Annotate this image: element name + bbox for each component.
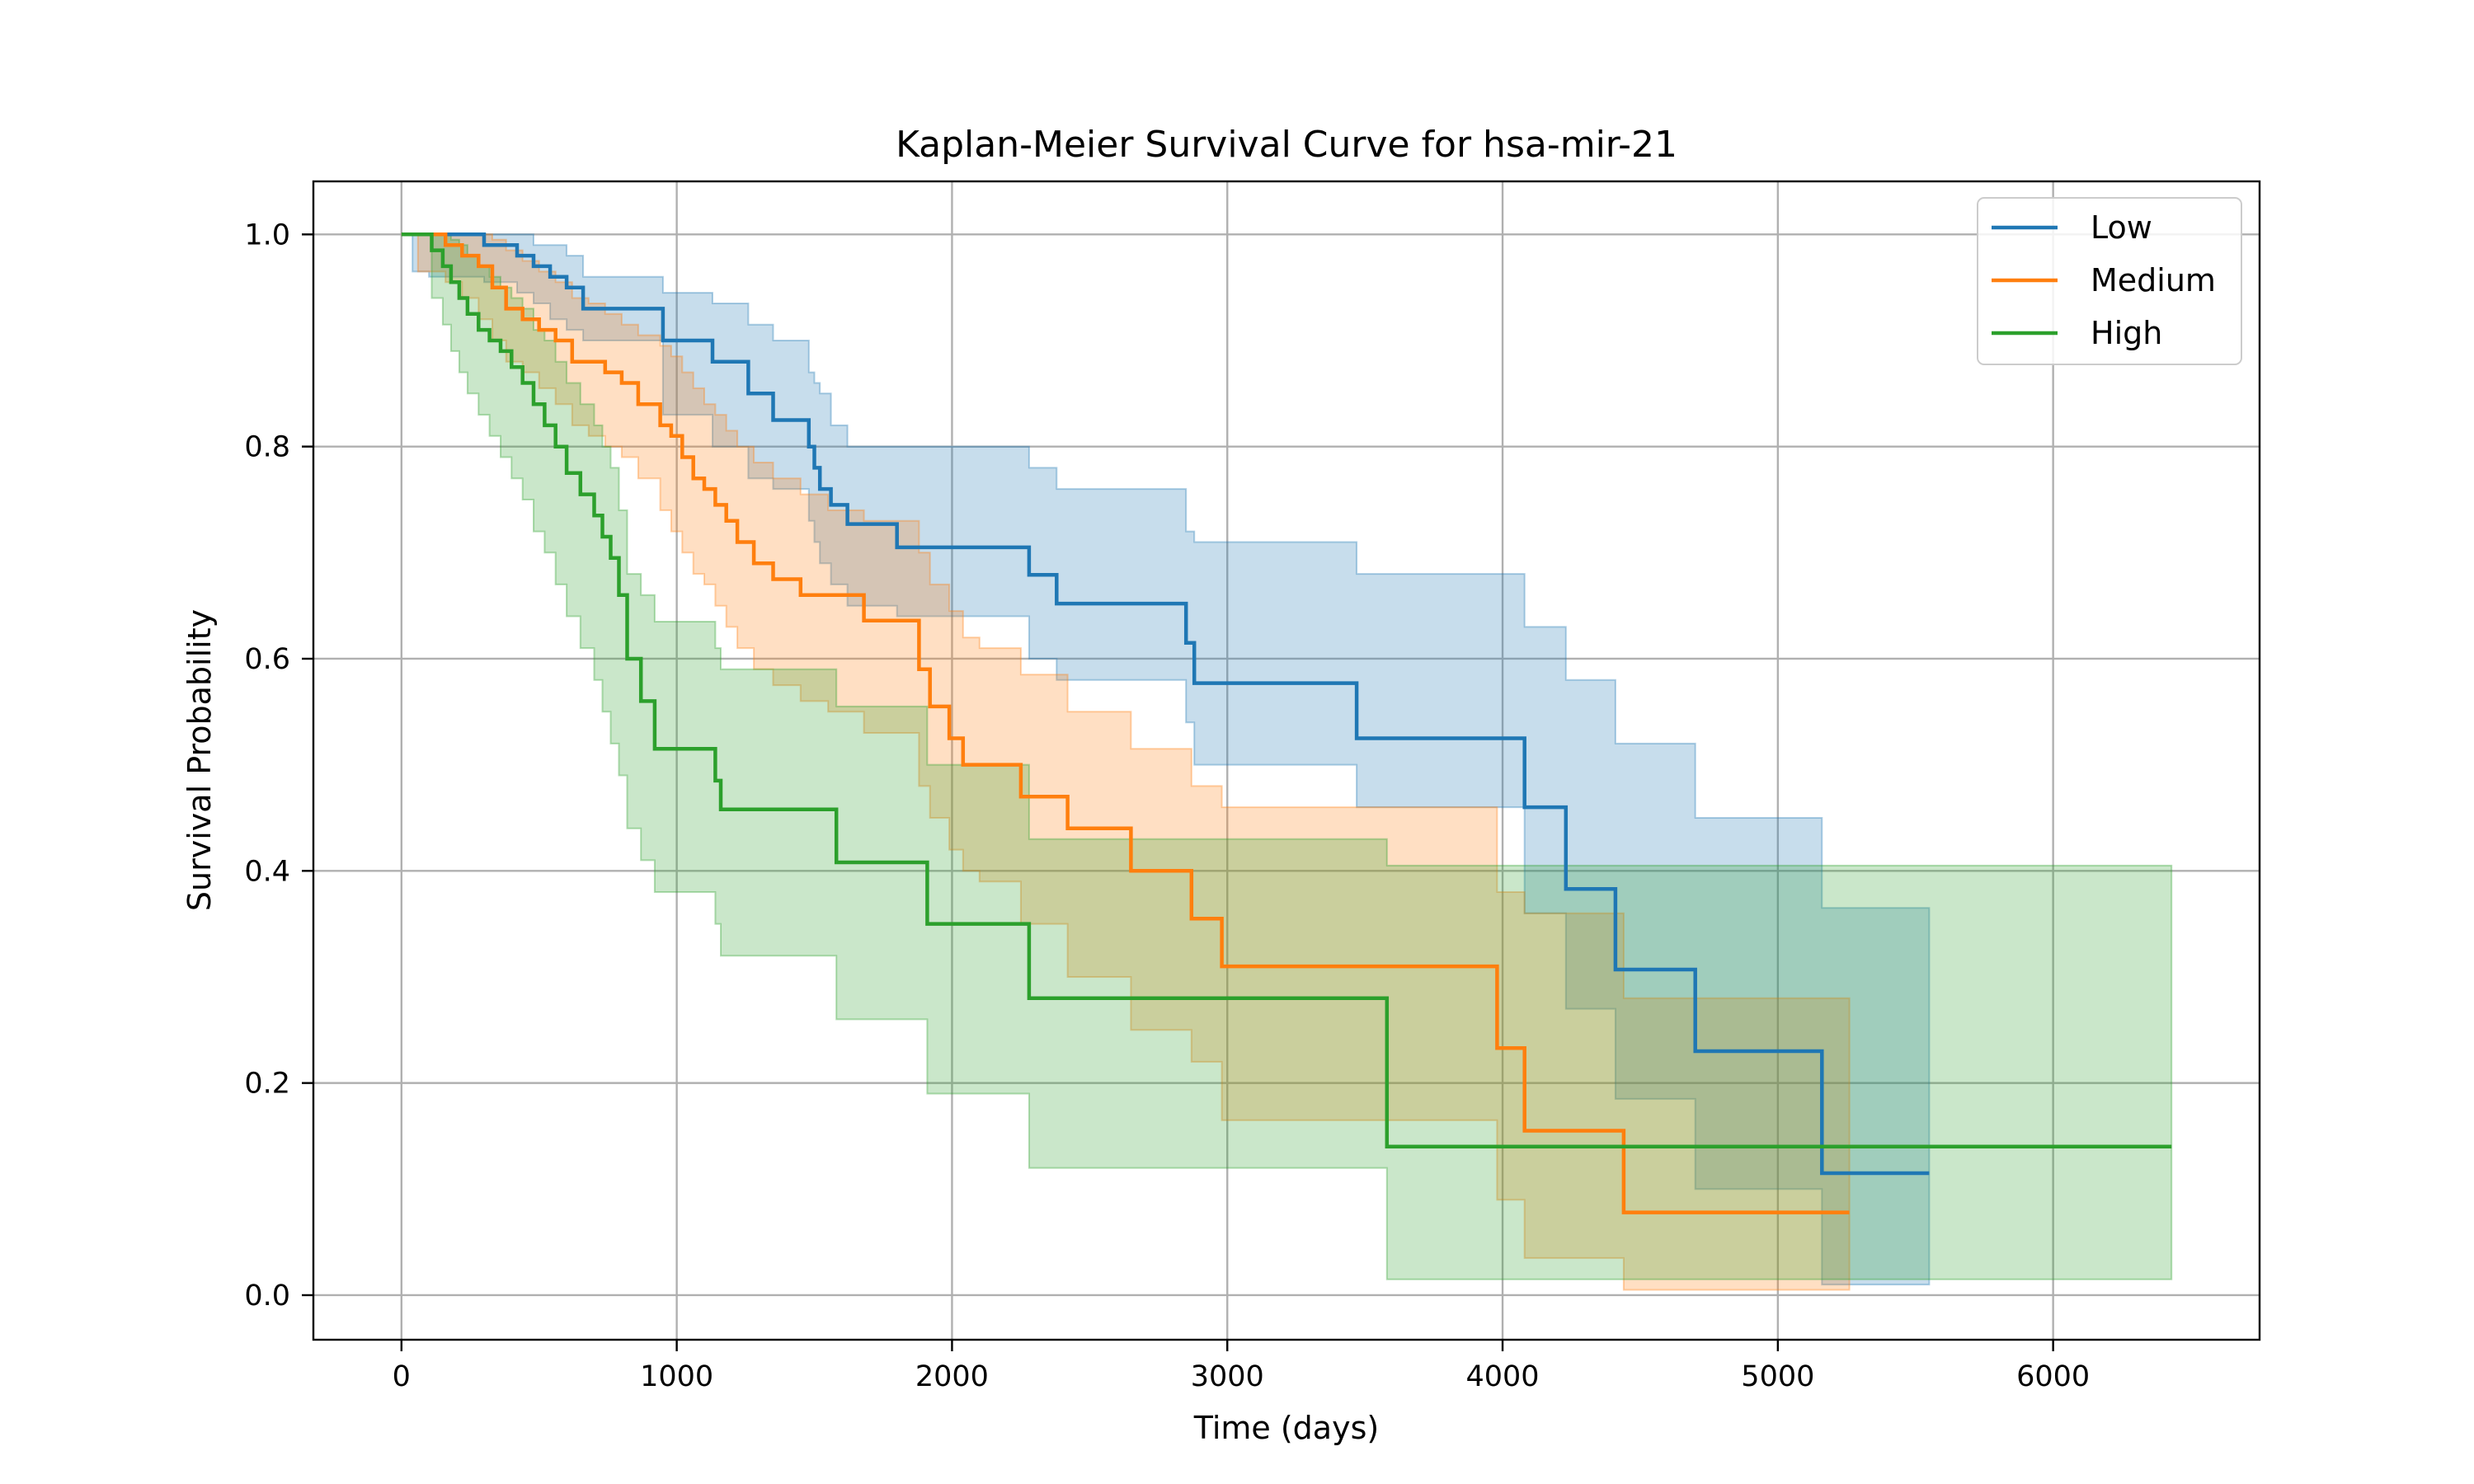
survival-line-medium xyxy=(401,232,1850,1214)
legend-label-high: High xyxy=(2091,315,2162,351)
survival-line-low xyxy=(401,232,1930,1176)
survival-lines xyxy=(401,232,2172,1214)
x-tick-label: 5000 xyxy=(1741,1360,1814,1393)
ci-band-low xyxy=(401,233,1931,1286)
confidence-bands xyxy=(401,233,2173,1291)
ci-band-high xyxy=(401,233,2173,1280)
legend-label-medium: Medium xyxy=(2091,262,2216,298)
grid xyxy=(313,181,2260,1340)
legend-label-low: Low xyxy=(2091,209,2152,246)
y-tick-label: 0.2 xyxy=(244,1068,290,1101)
chart-title: Kaplan-Meier Survival Curve for hsa-mir-… xyxy=(896,124,1677,166)
y-tick-label: 0.4 xyxy=(244,855,290,888)
axis-ticks: 0 1000 2000 3000 4000 5000 6000 0.0 0.2 0.4 0.6 0.8… xyxy=(244,218,2090,1393)
legend: Low Medium High xyxy=(1977,197,2242,365)
y-tick-label: 0.6 xyxy=(244,643,290,676)
y-tick-label: 0.8 xyxy=(244,431,290,464)
plot-frame xyxy=(312,180,2261,1341)
x-tick-label: 4000 xyxy=(1465,1360,1539,1393)
x-tick-label: 6000 xyxy=(2016,1360,2090,1393)
survival-line-high xyxy=(401,232,2172,1149)
legend-box xyxy=(1977,197,2242,365)
y-tick-label: 0.0 xyxy=(244,1280,290,1313)
x-axis-label: Time (days) xyxy=(1193,1410,1379,1446)
x-tick-label: 2000 xyxy=(915,1360,989,1393)
x-tick-label: 0 xyxy=(393,1360,411,1393)
x-tick-label: 1000 xyxy=(640,1360,713,1393)
x-tick-label: 3000 xyxy=(1191,1360,1264,1393)
y-tick-label: 1.0 xyxy=(244,218,290,251)
ci-band-medium xyxy=(401,233,1851,1291)
y-axis-label: Survival Probability xyxy=(181,609,218,911)
